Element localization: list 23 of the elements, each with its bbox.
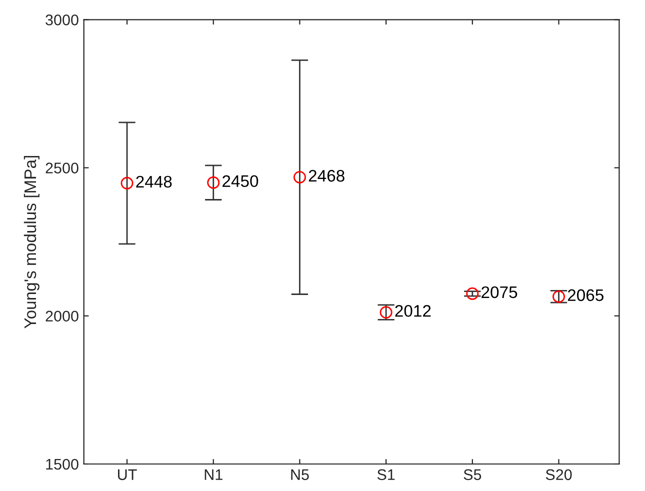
y-tick-label: 1500 bbox=[46, 458, 78, 470]
point bbox=[380, 306, 392, 319]
data-label: 2065 bbox=[568, 289, 604, 302]
data-label: 2448 bbox=[136, 176, 172, 188]
data-label: 2450 bbox=[222, 175, 258, 188]
x-tick-label: S20 bbox=[546, 469, 572, 480]
x-tick-label: N1 bbox=[204, 469, 222, 480]
x-tick-label: N5 bbox=[291, 469, 309, 480]
x-tick-label: S1 bbox=[377, 469, 395, 480]
y-tick-label: 2000 bbox=[46, 310, 78, 322]
point bbox=[293, 170, 306, 184]
point bbox=[466, 287, 479, 300]
data-label: 2075 bbox=[482, 286, 518, 298]
point bbox=[552, 290, 566, 303]
y-tick-label: 3000 bbox=[46, 14, 78, 26]
point bbox=[120, 176, 134, 190]
data-label: 2468 bbox=[308, 170, 344, 182]
x-tick-label: S5 bbox=[464, 469, 482, 480]
y-axis-title: Young's modulus [MPa] bbox=[24, 156, 40, 328]
y-tick-label: 2500 bbox=[46, 162, 78, 174]
x-tick-label: UT bbox=[118, 469, 137, 480]
data-label: 2012 bbox=[395, 304, 431, 317]
point bbox=[207, 176, 220, 189]
